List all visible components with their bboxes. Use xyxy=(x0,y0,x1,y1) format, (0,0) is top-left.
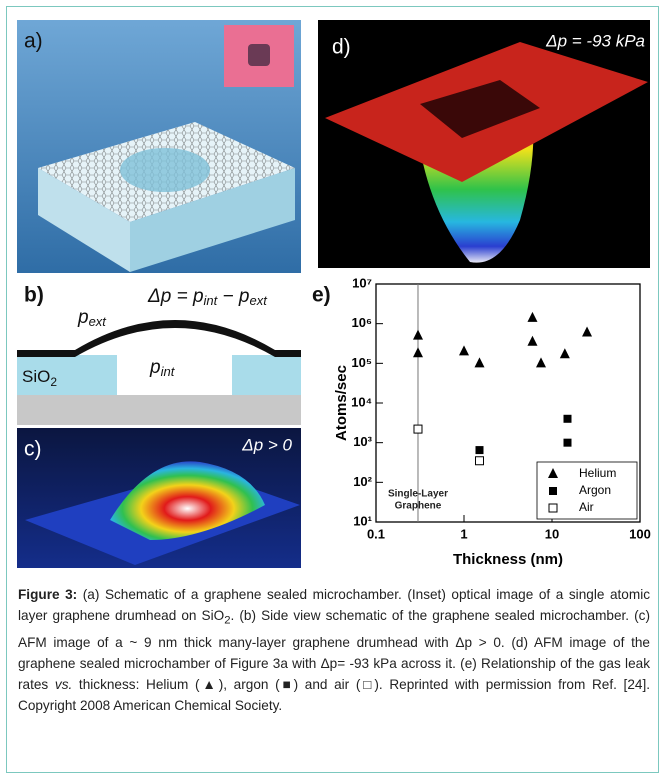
panel-d: d) Δp = -93 kPa xyxy=(318,20,650,268)
eq-part: − p xyxy=(217,286,249,307)
p-ext: pext xyxy=(77,307,107,329)
x-tick-label: 100 xyxy=(629,526,651,541)
membrane xyxy=(17,320,301,357)
sio2-right xyxy=(232,355,301,395)
legend-label: Helium xyxy=(579,466,616,480)
p: p xyxy=(149,357,161,378)
page: a) d) Δp = -93 kPa b) Δp = pint − pext p… xyxy=(0,0,667,781)
panel-label: b) xyxy=(24,284,44,307)
sio: SiO xyxy=(22,367,50,386)
inset-drum xyxy=(248,44,270,66)
x-axis-title: Thickness (nm) xyxy=(453,551,563,568)
panel-a: a) xyxy=(17,20,301,273)
caption: Figure 3: (a) Schematic of a graphene se… xyxy=(18,584,650,716)
p: p xyxy=(77,307,89,328)
sub: ext xyxy=(89,314,108,329)
y-tick-label: 10⁷ xyxy=(352,275,372,290)
legend-label: Argon xyxy=(579,483,611,497)
marker xyxy=(563,415,571,423)
caption-text: Figure 3: xyxy=(18,587,77,602)
y-tick-label: 10⁵ xyxy=(351,355,372,370)
eq-sub: ext xyxy=(250,293,269,308)
y-tick-label: 10⁶ xyxy=(352,315,372,330)
figure: a) d) Δp = -93 kPa b) Δp = pint − pext p… xyxy=(0,0,667,582)
panel-e: e) 0.1 1 10 100 10¹ 10² 10³ 10⁴ 10⁵ 10⁶ 10⁷ Thickne… xyxy=(312,275,651,568)
legend-marker xyxy=(549,504,557,512)
y-tick-label: 10¹ xyxy=(353,513,372,528)
x-tick-label: 0.1 xyxy=(367,526,385,541)
reference-label: Single-Layer xyxy=(388,489,448,500)
marker xyxy=(475,446,483,454)
panel-b: b) Δp = pint − pext pext pint SiO2 xyxy=(17,284,301,425)
panel-label: a) xyxy=(24,30,43,53)
y-axis-title: Atoms/sec xyxy=(333,365,350,441)
panel-label: c) xyxy=(24,438,42,461)
legend-label: Air xyxy=(579,500,594,514)
annotation: Δp > 0 xyxy=(241,435,292,454)
y-tick-label: 10³ xyxy=(353,434,372,449)
y-tick-label: 10² xyxy=(353,474,372,489)
caption-text: thickness: Helium (▲), argon (■) and air… xyxy=(18,677,650,713)
base xyxy=(17,395,301,425)
legend-marker xyxy=(549,487,557,495)
panel-label: e) xyxy=(312,284,331,307)
eq-part: Δp = p xyxy=(147,286,204,307)
sub: 2 xyxy=(50,375,57,389)
panel-label: d) xyxy=(332,36,351,59)
x-tick-label: 1 xyxy=(460,526,467,541)
x-tick-label: 10 xyxy=(545,526,559,541)
reference-label: Graphene xyxy=(395,501,442,512)
caption-text: vs. xyxy=(55,677,72,692)
y-tick-label: 10⁴ xyxy=(351,394,372,409)
equation: Δp = pint − pext xyxy=(147,286,268,308)
p-int: pint xyxy=(149,357,176,379)
marker xyxy=(475,457,483,465)
marker xyxy=(414,425,422,433)
annotation: Δp = -93 kPa xyxy=(545,31,645,50)
chamber xyxy=(120,148,210,192)
panel-c: c) Δp > 0 xyxy=(17,428,301,568)
marker xyxy=(563,439,571,447)
sub: int xyxy=(161,364,176,379)
